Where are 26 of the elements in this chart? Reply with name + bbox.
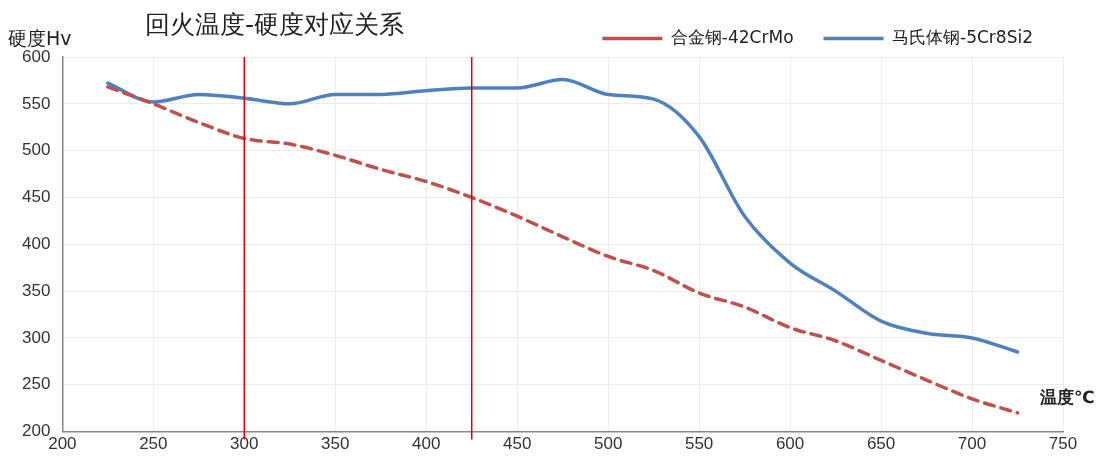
x-tick-label: 500 [593, 434, 623, 454]
y-tick-label: 500 [21, 140, 51, 160]
x-tick-label: 750 [1048, 434, 1078, 454]
y-tick-label: 350 [21, 280, 51, 300]
x-tick-label: 600 [775, 434, 805, 454]
x-axis-title: 温度℃ [1040, 386, 1095, 409]
x-tick-label: 300 [230, 434, 259, 454]
line-series [106, 85, 1020, 415]
x-tick-label: 200 [48, 434, 77, 454]
chart-title: 回火温度-硬度对应关系 [145, 9, 405, 41]
x-tick-label: 350 [321, 434, 350, 454]
y-tick-label: 250 [21, 374, 51, 394]
line-series [106, 77, 1020, 354]
x-tick-label: 250 [139, 434, 168, 454]
x-tick-label: 650 [866, 434, 896, 454]
y-tick-label: 300 [21, 327, 51, 347]
x-tick-label: 700 [957, 434, 987, 454]
legend-label: 合金钢-42CrMo [670, 26, 794, 47]
x-tick-label: 550 [684, 434, 714, 454]
y-tick-label: 450 [21, 187, 51, 207]
legend-label: 马氏体钢-5Cr8Si2 [892, 26, 1034, 47]
y-tick-label: 550 [21, 93, 51, 113]
y-tick-label: 400 [21, 233, 51, 253]
y-axis-title: 硬度Hv [8, 26, 72, 50]
x-tick-label: 400 [412, 434, 441, 454]
x-tick-label: 450 [503, 434, 532, 454]
